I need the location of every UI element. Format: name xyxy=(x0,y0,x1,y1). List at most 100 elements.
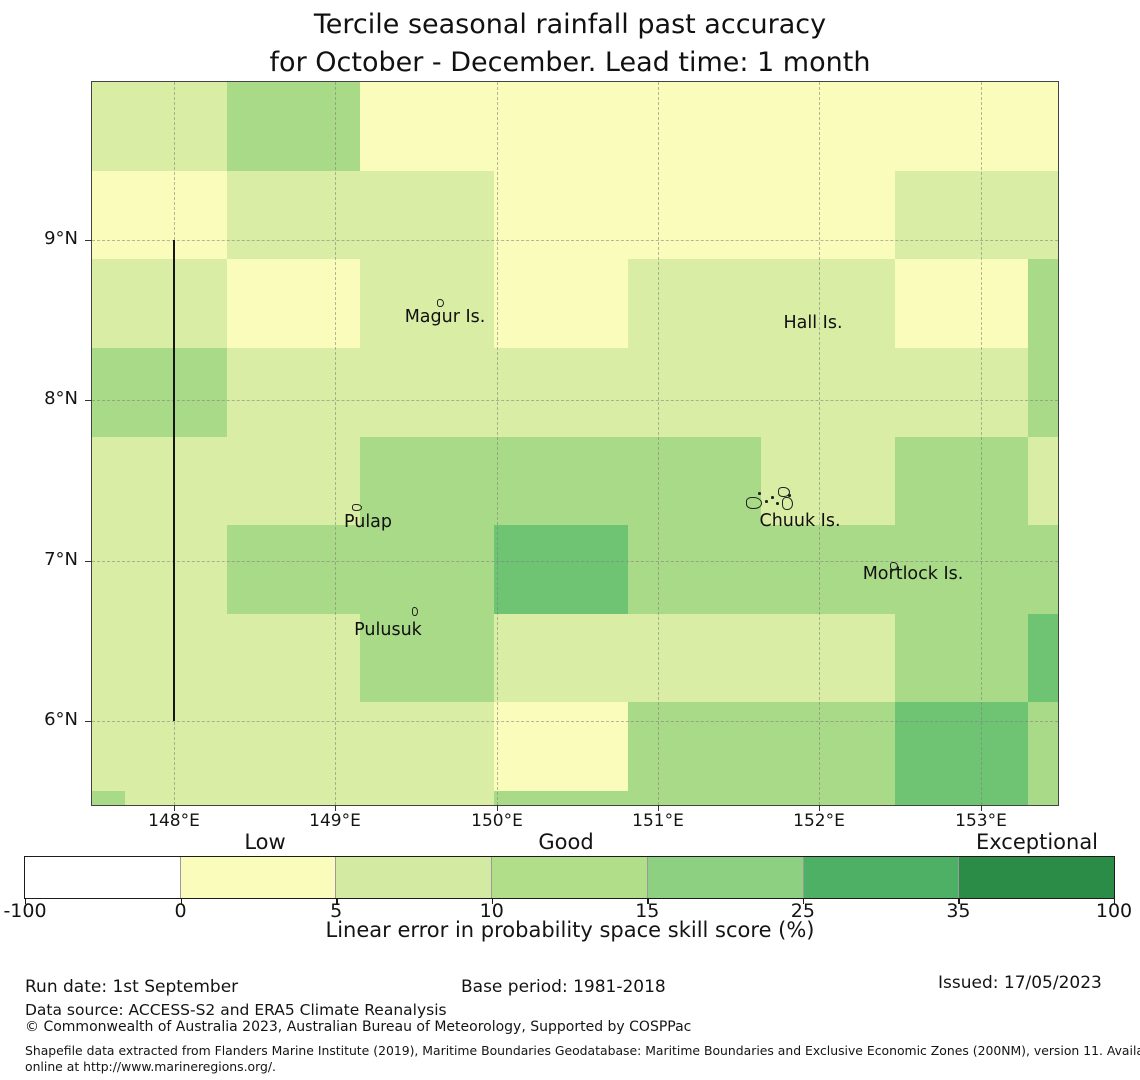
y-tick-label: 6°N xyxy=(44,709,78,730)
x-tick-label: 150°E xyxy=(471,811,523,831)
colorbar-segment xyxy=(25,857,180,898)
island-label: Magur Is. xyxy=(404,307,486,327)
grid-cell xyxy=(227,614,360,702)
island-outline xyxy=(352,504,362,511)
eez-boundary-line xyxy=(173,240,175,721)
grid-cell xyxy=(360,702,494,791)
colorbar-tick-label: 35 xyxy=(946,900,971,922)
colorbar-tick-mark xyxy=(336,898,338,904)
meridian-gridline xyxy=(981,82,982,805)
colorbar-tick-mark xyxy=(180,898,182,904)
meridian-gridline xyxy=(335,82,336,805)
island-dot xyxy=(771,496,774,499)
colorbar-tick-label: 10 xyxy=(479,900,504,922)
grid-cell xyxy=(494,348,628,437)
colorbar-caption: Linear error in probability space skill … xyxy=(325,918,815,942)
grid-cell xyxy=(227,82,360,171)
colorbar-segment xyxy=(646,857,803,898)
colorbar-segment xyxy=(802,857,959,898)
grid-cell xyxy=(494,259,628,348)
colorbar xyxy=(24,856,1115,899)
colorbar-segment xyxy=(958,857,1115,898)
grid-cell xyxy=(227,171,360,259)
x-tick-mark xyxy=(497,805,499,811)
shapefile-attribution-line1: Shapefile data extracted from Flanders M… xyxy=(25,1043,1140,1058)
grid-cell xyxy=(494,702,628,791)
grid-cell xyxy=(1028,348,1058,437)
grid-cell xyxy=(761,614,895,702)
grid-cell xyxy=(92,525,227,614)
grid-cell xyxy=(92,791,125,805)
colorbar-tick-mark xyxy=(802,898,805,904)
island-label: Pulusuk xyxy=(354,620,422,640)
grid-cell xyxy=(895,82,1028,171)
shapefile-attribution-line2: online at http://www.marineregions.org/. xyxy=(25,1059,276,1074)
grid-cell xyxy=(895,791,1028,805)
grid-cell xyxy=(1028,791,1058,805)
grid-cell xyxy=(628,171,761,259)
grid-cell xyxy=(761,82,895,171)
island-outline xyxy=(412,607,418,616)
grid-cell xyxy=(1028,437,1058,525)
colorbar-segment xyxy=(179,857,336,898)
issued-date-text: Issued: 17/05/2023 xyxy=(938,973,1102,993)
grid-cell xyxy=(628,348,761,437)
grid-cell xyxy=(1028,171,1058,259)
colorbar-tick-mark xyxy=(1114,898,1116,904)
grid-cell xyxy=(360,348,494,437)
grid-cell xyxy=(92,259,227,348)
island-dot xyxy=(758,492,761,495)
grid-cell xyxy=(1028,259,1058,348)
island-label: Chuuk Is. xyxy=(759,511,841,531)
colorbar-tick-mark xyxy=(647,898,649,904)
colorbar-tick-mark xyxy=(958,898,960,904)
figure-title-line1: Tercile seasonal rainfall past accuracy xyxy=(313,9,827,40)
grid-cell xyxy=(1028,525,1058,614)
grid-cell xyxy=(761,171,895,259)
parallel-gridline xyxy=(92,721,1058,722)
grid-cell xyxy=(895,348,1028,437)
grid-cell xyxy=(895,171,1028,259)
y-tick-label: 7°N xyxy=(44,549,78,570)
grid-cell xyxy=(360,525,494,614)
y-tick-label: 9°N xyxy=(44,228,78,249)
colorbar-segment xyxy=(335,857,492,898)
data-source-text: Data source: ACCESS-S2 and ERA5 Climate … xyxy=(25,1001,447,1019)
grid-cell xyxy=(895,525,1028,614)
grid-cell xyxy=(360,82,494,171)
copyright-text: © Commonwealth of Australia 2023, Austra… xyxy=(25,1019,692,1035)
island-outline xyxy=(782,497,793,510)
colorbar-tick-label: 0 xyxy=(174,900,187,922)
grid-cell xyxy=(494,614,628,702)
run-date-text: Run date: 1st September xyxy=(25,977,239,997)
grid-cell xyxy=(628,702,761,791)
grid-cell xyxy=(227,259,360,348)
grid-cell xyxy=(494,82,628,171)
island-label: Mortlock Is. xyxy=(862,564,964,584)
x-tick-label: 148°E xyxy=(148,811,200,831)
x-tick-label: 151°E xyxy=(632,811,684,831)
island-label: Hall Is. xyxy=(783,313,843,333)
y-tick-mark xyxy=(85,400,92,402)
parallel-gridline xyxy=(92,561,1058,562)
grid-cell xyxy=(895,437,1028,525)
grid-cell xyxy=(227,437,360,525)
y-tick-mark xyxy=(85,240,92,242)
figure-title-line2: for October - December. Lead time: 1 mon… xyxy=(269,47,871,78)
x-tick-mark xyxy=(819,805,821,811)
x-tick-mark xyxy=(981,805,983,811)
meridian-gridline xyxy=(658,82,659,805)
map-plot-area: Magur Is. Hall Is. Pulap Chuuk Is. Mortlock … xyxy=(91,81,1059,806)
grid-cell xyxy=(494,171,628,259)
grid-cell xyxy=(227,525,360,614)
colorbar-word-exceptional: Exceptional xyxy=(975,830,1099,854)
grid-cell xyxy=(1028,702,1058,791)
island-outline xyxy=(746,497,762,509)
x-tick-label: 152°E xyxy=(793,811,845,831)
grid-cell xyxy=(92,82,227,171)
grid-cell xyxy=(628,437,761,525)
colorbar-word-low: Low xyxy=(244,830,286,854)
grid-cell xyxy=(494,525,628,614)
grid-cell xyxy=(761,348,895,437)
